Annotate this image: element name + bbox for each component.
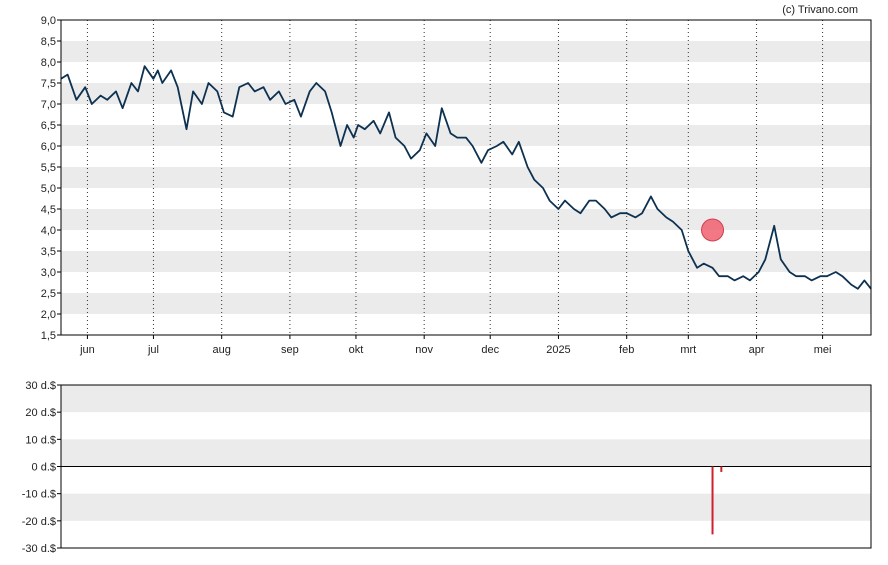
grid-band (61, 125, 871, 146)
y-tick-label: 5,0 (41, 183, 56, 195)
y-tick-label: 2,0 (41, 309, 56, 321)
y-tick-label: 7,0 (41, 99, 56, 111)
grid-band (61, 83, 871, 104)
y-tick-label: 9,0 (41, 15, 56, 27)
y-tick-label: 2,5 (41, 288, 56, 300)
y-tick-label: 4,5 (41, 204, 56, 216)
grid-band (61, 167, 871, 188)
y-tick-label: 8,5 (41, 36, 56, 48)
y-tick-label: -30 d.$ (22, 543, 56, 555)
x-tick-label: 2025 (546, 344, 570, 356)
price-line (60, 65, 872, 290)
x-tick-label: mrt (680, 344, 696, 356)
y-tick-label: 20 d.$ (25, 407, 56, 419)
volume-chart-panel: 30 d.$ 20 d.$ 10 d.$ 0 d.$ -10 d.$ -20 d.$ -30… (22, 380, 872, 555)
y-tick-label: 4,0 (41, 225, 56, 237)
grid-band (61, 385, 871, 413)
y-tick-label: -20 d.$ (22, 516, 56, 528)
x-tick-label: okt (349, 344, 364, 356)
grid-band (61, 209, 871, 230)
y-tick-label: 3,0 (41, 267, 56, 279)
grid-band (61, 251, 871, 272)
x-tick-label: mei (814, 344, 832, 356)
y-tick-label: 5,5 (41, 162, 56, 174)
x-tick-label: nov (415, 344, 433, 356)
grid-band (61, 493, 871, 521)
x-tick-label: dec (481, 344, 499, 356)
price-chart-panel: jun jul aug sep okt nov dec 2025 feb mrt apr mei 1,5… (41, 15, 872, 356)
y-tick-label: 1,5 (41, 330, 56, 342)
x-tick-label: aug (212, 344, 230, 356)
y-tick-label: 10 d.$ (25, 434, 56, 446)
event-marker (701, 218, 725, 242)
x-tick-label: feb (619, 344, 634, 356)
y-tick-label: 8,0 (41, 57, 56, 69)
x-tick-label: jun (79, 344, 95, 356)
y-tick-label: 3,5 (41, 246, 56, 258)
price-plot-frame (60, 19, 872, 336)
y-tick-label: 0 d.$ (32, 462, 56, 474)
y-tick-label: -10 d.$ (22, 489, 56, 501)
volume-plot-frame (60, 384, 872, 549)
grid-band (61, 439, 871, 467)
grid-band (61, 293, 871, 314)
y-tick-label: 6,5 (41, 120, 56, 132)
x-tick-label: jul (147, 344, 159, 356)
grid-band (61, 41, 871, 62)
x-tick-label: apr (749, 344, 765, 356)
y-tick-label: 30 d.$ (25, 380, 56, 392)
y-tick-label: 6,0 (41, 141, 56, 153)
copyright-credit: (c) Trivano.com (782, 4, 858, 16)
x-tick-label: sep (281, 344, 299, 356)
y-tick-label: 7,5 (41, 78, 56, 90)
